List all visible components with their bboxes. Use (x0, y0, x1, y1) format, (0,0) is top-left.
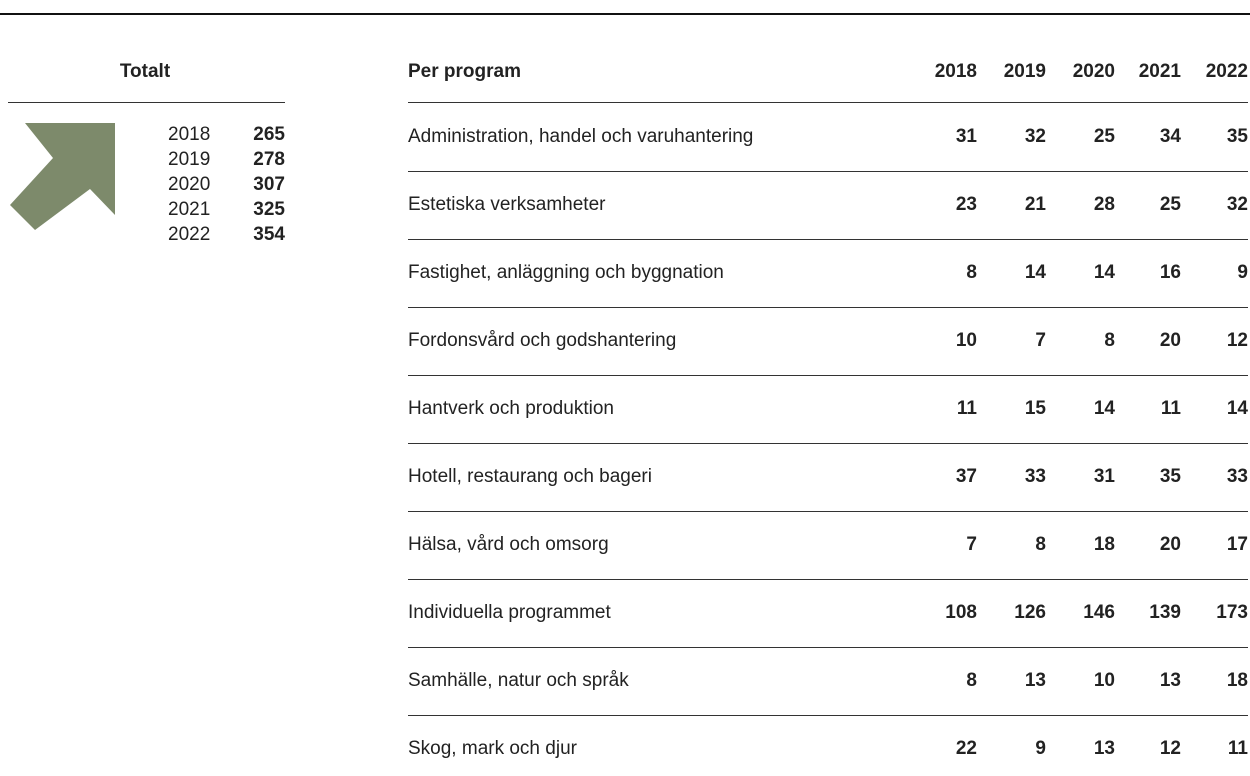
totals-rule (8, 102, 285, 103)
program-name: Administration, handel och varuhantering (408, 126, 754, 147)
cell-value: 13 (1159, 670, 1181, 691)
cell-value: 25 (1093, 126, 1115, 147)
program-name: Individuella programmet (408, 602, 611, 623)
cell-value: 21 (1024, 194, 1046, 215)
row-rule (408, 715, 1248, 716)
cell-value: 20 (1159, 330, 1181, 351)
program-name: Samhälle, natur och språk (408, 670, 629, 691)
program-name: Skog, mark och djur (408, 738, 577, 759)
cell-value: 11 (1160, 398, 1181, 419)
cell-value: 17 (1226, 534, 1248, 555)
cell-value: 10 (1093, 670, 1115, 691)
cell-value: 22 (955, 738, 977, 759)
total-year: 2018 (168, 124, 211, 145)
cell-value: 11 (1227, 738, 1248, 759)
arrow-icon (10, 123, 115, 230)
cell-value: 37 (955, 466, 977, 487)
column-header: 2020 (1072, 61, 1115, 82)
cell-value: 7 (966, 534, 977, 555)
cell-value: 126 (1014, 602, 1046, 623)
cell-value: 13 (1024, 670, 1046, 691)
program-name: Fastighet, anläggning och byggnation (408, 262, 724, 283)
row-rule (408, 443, 1248, 444)
cell-value: 11 (956, 398, 977, 419)
cell-value: 173 (1216, 602, 1248, 623)
row-rule (408, 579, 1248, 580)
cell-value: 108 (945, 602, 977, 623)
cell-value: 9 (1035, 738, 1046, 759)
program-name: Fordonsvård och godshantering (408, 330, 677, 351)
column-header: 2022 (1205, 61, 1248, 82)
cell-value: 35 (1159, 466, 1181, 487)
cell-value: 12 (1159, 738, 1181, 759)
total-year: 2019 (168, 149, 211, 170)
cell-value: 33 (1226, 466, 1248, 487)
cell-value: 20 (1159, 534, 1181, 555)
cell-value: 18 (1093, 534, 1115, 555)
total-value: 278 (253, 149, 285, 170)
cell-value: 8 (1035, 534, 1046, 555)
cell-value: 31 (955, 126, 977, 147)
column-header: Per program (408, 61, 521, 82)
cell-value: 25 (1159, 194, 1181, 215)
total-value: 265 (253, 124, 285, 145)
total-value: 354 (253, 224, 285, 245)
column-header: 2018 (934, 61, 977, 82)
cell-value: 31 (1093, 466, 1115, 487)
total-year: 2020 (168, 174, 211, 195)
row-rule (408, 171, 1248, 172)
cell-value: 8 (966, 262, 977, 283)
program-name: Hälsa, vård och omsorg (408, 534, 609, 555)
cell-value: 15 (1024, 398, 1046, 419)
cell-value: 32 (1226, 194, 1248, 215)
cell-value: 146 (1083, 602, 1115, 623)
totals-title: Totalt (119, 61, 171, 82)
program-name: Hotell, restaurang och bageri (408, 466, 652, 487)
total-year: 2022 (168, 224, 211, 245)
cell-value: 13 (1093, 738, 1115, 759)
cell-value: 8 (966, 670, 977, 691)
cell-value: 33 (1024, 466, 1046, 487)
cell-value: 12 (1226, 330, 1248, 351)
cell-value: 23 (955, 194, 977, 215)
total-value: 307 (253, 174, 285, 195)
row-rule (408, 511, 1248, 512)
cell-value: 18 (1226, 670, 1248, 691)
cell-value: 14 (1093, 398, 1115, 419)
cell-value: 9 (1237, 262, 1248, 283)
cell-value: 35 (1226, 126, 1248, 147)
column-header: 2019 (1003, 61, 1046, 82)
cell-value: 10 (955, 330, 977, 351)
cell-value: 28 (1093, 194, 1115, 215)
row-rule (408, 239, 1248, 240)
cell-value: 14 (1226, 398, 1248, 419)
cell-value: 14 (1093, 262, 1115, 283)
cell-value: 139 (1149, 602, 1181, 623)
cell-value: 14 (1024, 262, 1046, 283)
row-rule (408, 307, 1248, 308)
cell-value: 8 (1104, 330, 1115, 351)
total-value: 325 (253, 199, 285, 220)
row-rule (408, 647, 1248, 648)
cell-value: 32 (1024, 126, 1046, 147)
total-year: 2021 (168, 199, 211, 220)
column-header: 2021 (1138, 61, 1181, 82)
program-name: Hantverk och produktion (408, 398, 614, 419)
cell-value: 34 (1159, 126, 1181, 147)
cell-value: 16 (1159, 262, 1181, 283)
program-name: Estetiska verksamheter (408, 194, 606, 215)
row-rule (408, 375, 1248, 376)
cell-value: 7 (1035, 330, 1046, 351)
header-rule (408, 102, 1248, 103)
top-rule (0, 13, 1250, 15)
